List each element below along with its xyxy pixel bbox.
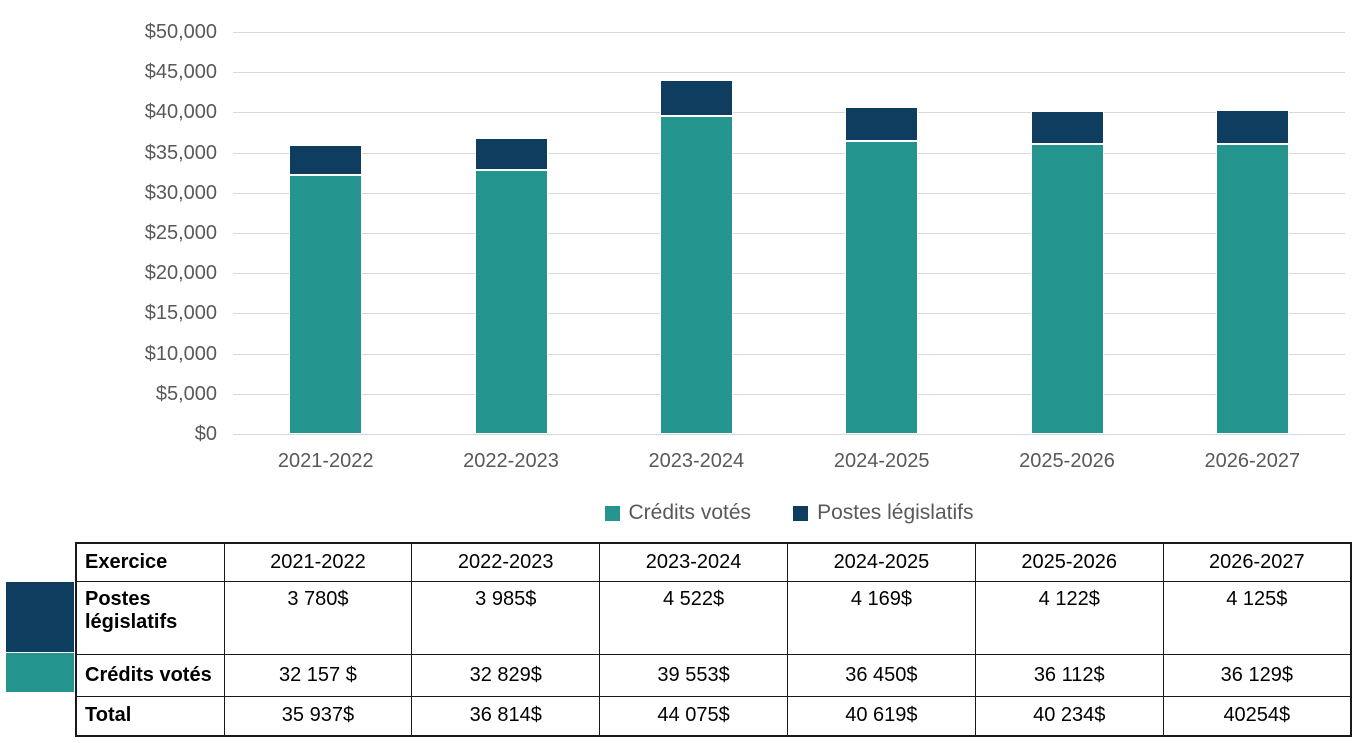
x-axis-tick-label: 2026-2027 (1204, 450, 1301, 472)
bar-segment-postes-l-gislatifs (659, 79, 733, 116)
y-axis-tick-label: $25,000 (144, 222, 217, 244)
table-row-postes-legislatifs: Postes législatifs 3 780$ 3 985$ 4 522$ … (75, 580, 1352, 655)
table-header-exercice: Exercice (75, 542, 225, 582)
bar-segment-cr-dits-vot-s (1030, 143, 1104, 434)
bar-segment-postes-l-gislatifs (845, 107, 919, 141)
gridline (233, 112, 1345, 114)
y-axis-tick-label: $5,000 (155, 382, 217, 405)
gridline (233, 152, 1345, 154)
bar-segment-postes-l-gislatifs (1030, 110, 1104, 144)
bar-segment-postes-l-gislatifs (289, 145, 363, 176)
table-cell: 4 522$ (599, 580, 788, 655)
table-header-year: 2025-2026 (974, 542, 1164, 582)
bar-segment-cr-dits-vot-s (659, 116, 733, 434)
table-header-row: Exercice 2021-2022 2022-2023 2023-2024 2… (75, 542, 1352, 582)
table-cell: 36 129$ (1162, 653, 1352, 697)
gridline (233, 233, 1345, 234)
bar-segment-cr-dits-vot-s (845, 140, 919, 434)
table-cell: 36 112$ (974, 653, 1164, 697)
y-axis-tick-label: $0 (194, 423, 217, 445)
bar-2025-2026 (1030, 110, 1104, 434)
x-axis-tick-label: 2022-2023 (463, 450, 559, 472)
chart-legend: Crédits votés Postes législatifs (233, 501, 1345, 525)
x-axis-tick-label: 2025-2026 (1019, 450, 1115, 472)
plot-area (233, 32, 1345, 434)
table-row-credits-votes: Crédits votés 32 157 $ 32 829$ 39 553$ 3… (75, 653, 1352, 697)
legend-item-postes-legislatifs: Postes législatifs (793, 501, 973, 525)
bar-2026-2027 (1215, 110, 1289, 434)
gridline (233, 72, 1345, 74)
table-cell: 40 619$ (786, 695, 976, 737)
gridline (233, 192, 1345, 194)
table-cell: 32 829$ (411, 653, 601, 697)
y-axis-tick-label: $40,000 (144, 101, 217, 124)
table-row-swatch-credits-votes (6, 653, 74, 692)
bar-2023-2024 (659, 79, 733, 434)
bar-2022-2023 (474, 138, 548, 434)
x-axis-tick-label: 2023-2024 (648, 450, 745, 472)
table-cell: 4 122$ (974, 580, 1164, 655)
gridline (233, 32, 1345, 33)
y-axis-tick-label: $10,000 (144, 342, 217, 365)
table-cell: 4 169$ (786, 580, 976, 655)
table-cell: 3 985$ (411, 580, 601, 655)
table-header-year: 2024-2025 (786, 542, 976, 582)
table-cell: 44 075$ (599, 695, 788, 737)
gridline (233, 434, 1345, 435)
row-label-credits-votes: Crédits votés (75, 653, 225, 697)
y-axis-tick-label: $45,000 (144, 61, 217, 84)
stacked-bar-chart: $50,000 $45,000 $40,000 $35,000 $30,000 $25,0… (144, 21, 1345, 525)
y-axis-tick-label: $15,000 (144, 302, 217, 325)
table-cell: 40254$ (1162, 695, 1352, 737)
y-axis-tick-label: $50,000 (144, 21, 217, 43)
bar-segment-postes-l-gislatifs (474, 138, 548, 171)
bar-segment-cr-dits-vot-s (474, 170, 548, 434)
table-header-year: 2022-2023 (411, 542, 601, 582)
table-header-year: 2021-2022 (223, 542, 413, 582)
table-cell: 35 937$ (223, 695, 413, 737)
bar-2021-2022 (289, 145, 363, 434)
gridline (233, 313, 1345, 315)
legend-swatch-postes-legislatifs-icon (793, 505, 809, 521)
table-cell: 4 125$ (1162, 580, 1352, 655)
gridline (233, 273, 1345, 275)
y-axis-tick-label: $20,000 (144, 262, 217, 285)
table-cell: 36 814$ (411, 695, 601, 737)
legend-label-credits-votes: Crédits votés (628, 501, 752, 524)
table-cell: 3 780$ (223, 580, 413, 655)
x-axis-tick-label: 2024-2025 (833, 450, 930, 472)
table-row-swatch-postes-legislatifs (6, 582, 74, 652)
bar-segment-cr-dits-vot-s (289, 175, 363, 434)
bar-2024-2025 (845, 107, 919, 434)
x-axis-tick-label: 2021-2022 (277, 450, 374, 472)
gridline (233, 353, 1345, 355)
table-header-year: 2026-2027 (1162, 542, 1352, 582)
table-cell: 39 553$ (599, 653, 788, 697)
legend-swatch-credits-votes-icon (604, 505, 620, 521)
table-cell: 32 157 $ (223, 653, 413, 697)
legend-item-credits-votes: Crédits votés (604, 501, 752, 525)
row-label-total: Total (75, 695, 225, 737)
gridline (233, 393, 1345, 395)
bar-segment-cr-dits-vot-s (1215, 143, 1289, 434)
table-row-total: Total 35 937$ 36 814$ 44 075$ 40 619$ 40… (75, 695, 1352, 737)
legend-label-postes-legislatifs: Postes législatifs (817, 501, 974, 524)
table-header-year: 2023-2024 (599, 542, 788, 582)
row-label-postes-legislatifs: Postes législatifs (75, 580, 225, 655)
data-table: Exercice 2021-2022 2022-2023 2023-2024 2… (75, 542, 1352, 737)
table-cell: 40 234$ (974, 695, 1164, 737)
y-axis-tick-label: $35,000 (144, 141, 217, 164)
table-cell: 36 450$ (786, 653, 976, 697)
bar-segment-postes-l-gislatifs (1215, 110, 1289, 144)
y-axis-tick-label: $30,000 (144, 181, 217, 204)
